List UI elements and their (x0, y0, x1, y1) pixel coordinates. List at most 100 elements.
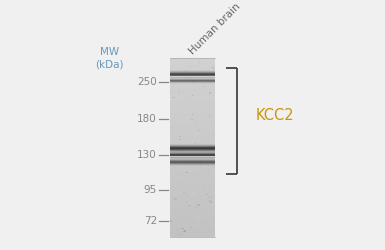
Bar (193, 230, 194, 231)
Text: KCC2: KCC2 (256, 108, 295, 123)
Text: 130: 130 (137, 150, 157, 160)
Bar (197, 204, 200, 206)
Bar (170, 194, 215, 195)
Bar (170, 214, 215, 215)
Bar (170, 129, 215, 130)
Bar (170, 182, 215, 183)
Bar (201, 193, 203, 195)
Bar (170, 92, 171, 94)
Bar (170, 217, 215, 218)
Bar (206, 194, 208, 196)
Bar (170, 108, 215, 109)
Bar (170, 100, 215, 101)
Bar (202, 229, 204, 231)
Bar (170, 224, 215, 225)
Bar (170, 163, 215, 164)
Bar (170, 113, 215, 114)
Bar (170, 128, 215, 129)
Bar (193, 156, 196, 157)
Bar (170, 126, 215, 127)
Bar (170, 231, 215, 232)
Bar (180, 149, 182, 150)
Bar (181, 175, 182, 177)
Bar (209, 92, 211, 94)
Bar (170, 139, 215, 140)
Bar (209, 142, 210, 144)
Bar (170, 102, 215, 103)
Text: Human brain: Human brain (187, 1, 242, 56)
Bar (211, 196, 212, 198)
Bar (170, 213, 215, 214)
Bar (177, 234, 179, 235)
Bar (183, 154, 186, 156)
Bar (170, 210, 215, 212)
Bar (170, 212, 215, 213)
Bar (191, 119, 193, 120)
Bar (170, 181, 215, 182)
Bar (170, 132, 215, 134)
Bar (214, 113, 215, 114)
Bar (170, 190, 215, 191)
Bar (170, 183, 215, 184)
Bar (170, 201, 215, 202)
Bar (177, 110, 179, 112)
Bar (170, 176, 215, 178)
Bar (170, 232, 215, 233)
Bar (170, 184, 215, 186)
Bar (194, 206, 197, 208)
Bar (170, 98, 215, 100)
Bar (170, 208, 215, 209)
Bar (170, 75, 215, 76)
Bar (176, 62, 178, 64)
Text: 250: 250 (137, 77, 157, 87)
Bar (170, 147, 215, 148)
Bar (170, 198, 215, 199)
Bar (170, 221, 215, 222)
Bar (192, 192, 194, 193)
Bar (170, 225, 215, 226)
Text: 72: 72 (144, 216, 157, 226)
Bar (177, 91, 180, 92)
Bar (170, 218, 215, 219)
Bar (203, 166, 206, 167)
Bar (170, 172, 215, 173)
Bar (185, 179, 186, 180)
Bar (170, 97, 215, 98)
Bar (181, 96, 182, 98)
Bar (170, 234, 215, 235)
Bar (170, 158, 215, 160)
Bar (170, 143, 215, 144)
Bar (197, 127, 199, 128)
Bar (170, 157, 215, 158)
Bar (170, 109, 215, 110)
Bar (170, 207, 215, 208)
Bar (170, 93, 215, 94)
Bar (170, 145, 215, 146)
Bar (201, 150, 202, 151)
Bar (196, 164, 198, 166)
Bar (170, 123, 215, 124)
Bar (170, 88, 215, 89)
Bar (209, 87, 210, 88)
Bar (170, 191, 215, 192)
Bar (170, 228, 215, 230)
Bar (170, 166, 215, 167)
Bar (170, 121, 215, 122)
Bar (190, 227, 192, 228)
Bar (179, 139, 182, 140)
Bar (211, 96, 212, 98)
Bar (170, 146, 215, 147)
Bar (170, 112, 215, 113)
Bar (170, 148, 215, 149)
Bar (182, 146, 185, 148)
Text: 95: 95 (144, 185, 157, 195)
Bar (170, 82, 215, 83)
Bar (189, 234, 191, 235)
Bar (170, 58, 215, 59)
Bar (210, 201, 211, 203)
Bar (201, 86, 203, 88)
Bar (180, 234, 181, 236)
Bar (170, 220, 215, 221)
Bar (170, 134, 215, 135)
Bar (170, 179, 215, 180)
